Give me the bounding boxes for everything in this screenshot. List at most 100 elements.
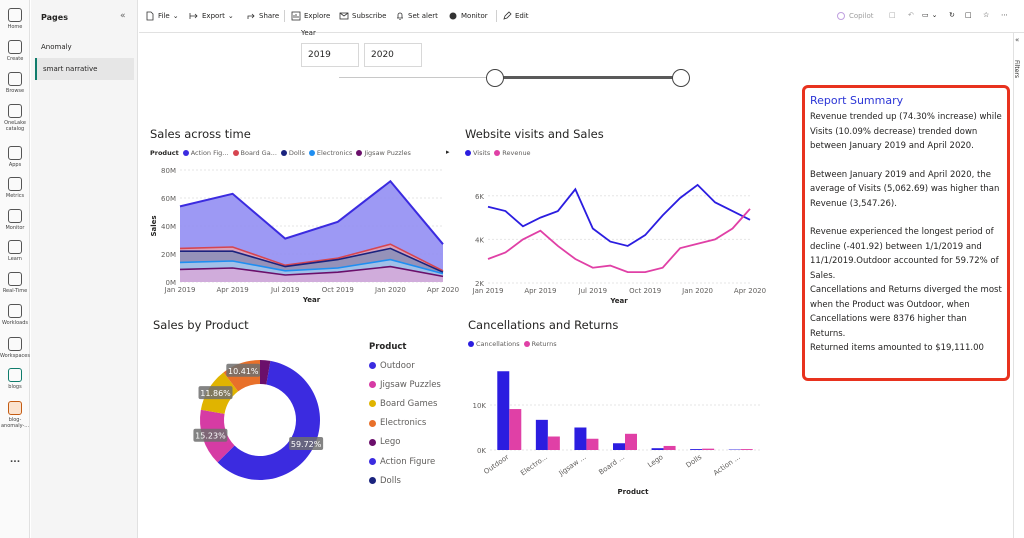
home-icon (8, 8, 22, 22)
bookmark-icon[interactable]: □ (889, 11, 896, 19)
legend-item[interactable]: Revenue (494, 149, 531, 157)
data-label: 59.72% (291, 440, 322, 449)
rail-item-learn[interactable]: Learn (0, 240, 30, 262)
explore-button[interactable]: Explore (291, 11, 330, 21)
subscribe-icon (339, 12, 349, 20)
year-slider-start-handle[interactable] (486, 69, 504, 87)
undo-icon[interactable]: ↶ (908, 11, 914, 19)
rail-item-blogs[interactable]: blogs (0, 368, 30, 390)
workloads-icon (8, 304, 22, 318)
pages-title: Pages (41, 13, 68, 22)
x-tick-label: Apr 2019 (524, 287, 556, 295)
rail-item-label: Monitor (5, 225, 25, 231)
y-axis-title: Sales (150, 215, 158, 236)
legend-item[interactable]: Board Games (369, 394, 441, 413)
monitor-button[interactable]: Monitor (448, 11, 488, 21)
copilot-button[interactable]: Copilot (836, 11, 874, 21)
onelake-icon (8, 104, 22, 118)
pages-pane: Pages « Anomaly smart narrative (31, 0, 138, 538)
set-alert-button[interactable]: Set alert (395, 11, 438, 21)
page-item-anomaly[interactable]: Anomaly (41, 43, 72, 51)
data-label-group: 15.23% (193, 428, 228, 442)
rail-item-monitor[interactable]: Monitor (0, 209, 30, 231)
legend-dot (369, 400, 376, 408)
explore-label: Explore (304, 12, 331, 20)
bar (547, 436, 560, 450)
file-menu[interactable]: File ⌄ (145, 11, 179, 21)
comment-icon[interactable]: □ (965, 11, 972, 19)
series-line (179, 243, 444, 272)
data-label-group: 10.41% (226, 363, 261, 377)
legend-item[interactable]: Lego (369, 433, 441, 452)
data-label: 15.23% (195, 432, 226, 441)
star-icon[interactable]: ☆ (983, 11, 990, 19)
visits-sales-legend: Visits Revenue (465, 149, 531, 157)
sales-by-product-donut: 59.72% 15.23% 11.86% 10.41% (193, 360, 324, 480)
expand-filters-icon[interactable]: « (1015, 36, 1020, 44)
rail-item-workspaces[interactable]: Workspaces (0, 337, 30, 359)
more-options-icon[interactable]: ⋯ (1001, 11, 1008, 19)
legend-item[interactable]: Jigsaw Puzzles (356, 149, 411, 157)
legend-next-icon[interactable]: ▸ (446, 148, 450, 156)
legend-item[interactable]: Board Ga... (232, 149, 277, 157)
edit-label: Edit (515, 12, 529, 20)
workspaces-icon (8, 337, 22, 351)
filters-label[interactable]: Filters (1013, 60, 1020, 78)
report-toolbar: File ⌄ Export ⌄ Share Explore Subscribe Se… (139, 0, 1024, 33)
legend-item[interactable]: Electronics (308, 149, 352, 157)
legend-label: Board Games (380, 398, 438, 409)
filters-pane[interactable] (1013, 33, 1024, 538)
legend-item[interactable]: Action Figure (369, 452, 441, 471)
edit-button[interactable]: Edit (502, 11, 529, 21)
rail-item-label: OneLake catalog (4, 120, 26, 132)
legend-item[interactable]: Visits (465, 149, 490, 157)
series-line (179, 258, 444, 275)
data-label: 10.41% (228, 367, 259, 376)
share-button[interactable]: Share (246, 11, 279, 21)
year-slider-end-handle[interactable] (672, 69, 690, 87)
legend-dot (308, 150, 315, 156)
rail-item-label: ... (9, 455, 21, 465)
legend-item[interactable]: Dolls (369, 471, 441, 490)
bar (574, 427, 587, 450)
rail-item-more[interactable]: ... (0, 447, 30, 465)
page-item-smart-narrative[interactable]: smart narrative (35, 58, 134, 80)
export-menu[interactable]: Export ⌄ (189, 11, 234, 21)
collapse-pages-icon[interactable]: « (120, 11, 126, 21)
legend-item[interactable]: Outdoor (369, 356, 441, 375)
bar (586, 438, 599, 450)
year-from-input[interactable]: 2019 (301, 43, 359, 67)
legend-item[interactable]: Jigsaw Puzzles (369, 375, 441, 394)
year-slider-range (495, 76, 681, 79)
sales-by-product-title: Sales by Product (153, 318, 249, 332)
rail-item-workloads[interactable]: Workloads (0, 304, 30, 326)
rail-item-home[interactable]: Home (0, 8, 30, 30)
rail-item-onelake[interactable]: OneLake catalog (0, 104, 30, 132)
rail-item-apps[interactable]: Apps (0, 146, 30, 168)
left-navigation-rail: Home Create Browse OneLake catalog Apps Metri… (0, 0, 30, 538)
sales-by-product-legend: Product Outdoor Jigsaw Puzzles Board Games E… (369, 342, 441, 490)
subscribe-button[interactable]: Subscribe (339, 11, 386, 21)
legend-label: Jigsaw Puzzles (364, 149, 411, 157)
legend-item[interactable]: Action Fig... (182, 149, 229, 157)
refresh-icon[interactable]: ↻ (949, 11, 955, 19)
legend-dot (523, 341, 530, 347)
rail-item-realtime[interactable]: Real-Time (0, 272, 30, 294)
legend-item[interactable]: Electronics (369, 414, 441, 433)
rail-item-metrics[interactable]: Metrics (0, 177, 30, 199)
apps-icon (8, 146, 22, 160)
cancellations-returns-title: Cancellations and Returns (468, 318, 619, 332)
more-icon (8, 447, 22, 453)
view-menu[interactable]: ▭ ⌄ (922, 11, 938, 19)
rail-item-browse[interactable]: Browse (0, 72, 30, 94)
x-tick-label: Lego (646, 453, 664, 469)
year-to-input[interactable]: 2020 (364, 43, 422, 67)
rail-item-report[interactable]: blog-anomaly-... (0, 401, 30, 429)
rail-item-create[interactable]: Create (0, 40, 30, 62)
legend-item[interactable]: Cancellations (468, 340, 520, 348)
y-tick-label: 6K (475, 193, 484, 201)
share-label: Share (259, 12, 280, 20)
legend-item[interactable]: Returns (523, 340, 557, 348)
legend-item[interactable]: Dolls (280, 149, 305, 157)
